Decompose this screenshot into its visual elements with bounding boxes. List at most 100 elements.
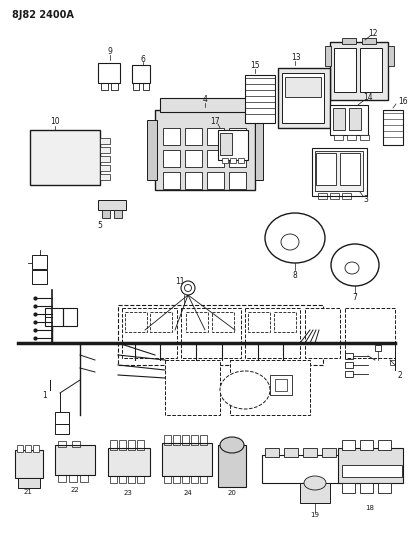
Text: 22: 22 — [71, 487, 80, 493]
Bar — [173, 476, 180, 483]
Bar — [17, 445, 23, 452]
Bar — [341, 448, 355, 457]
Bar — [238, 158, 244, 163]
Bar — [118, 305, 323, 365]
Bar — [207, 150, 224, 167]
Bar — [255, 120, 263, 180]
Bar — [300, 483, 330, 503]
Bar — [98, 200, 126, 210]
Bar — [303, 448, 317, 457]
Ellipse shape — [345, 262, 359, 274]
Bar — [230, 360, 310, 415]
Bar — [362, 38, 376, 44]
Bar — [347, 135, 356, 140]
Bar — [285, 77, 321, 97]
Bar — [218, 130, 248, 160]
Bar — [191, 435, 198, 445]
Bar — [383, 110, 403, 145]
Bar — [330, 193, 339, 199]
Bar — [63, 308, 77, 326]
Ellipse shape — [220, 437, 244, 453]
Bar — [119, 476, 126, 483]
Text: 17: 17 — [210, 117, 220, 125]
Bar — [58, 441, 66, 447]
Text: 6: 6 — [141, 54, 145, 63]
Bar — [100, 174, 110, 180]
Bar — [274, 312, 296, 332]
Bar — [378, 483, 391, 493]
Bar — [128, 440, 135, 450]
Bar — [32, 270, 47, 284]
Bar — [191, 476, 198, 483]
Bar — [122, 308, 177, 358]
Bar — [163, 172, 180, 189]
Bar — [282, 73, 324, 123]
Bar — [108, 448, 150, 476]
Bar — [284, 448, 298, 457]
Text: 5: 5 — [98, 221, 102, 230]
Bar — [100, 147, 110, 153]
Bar — [165, 360, 220, 415]
Bar — [262, 455, 372, 483]
Bar — [342, 483, 355, 493]
Ellipse shape — [281, 234, 299, 250]
Bar — [220, 133, 232, 155]
Bar — [212, 312, 234, 332]
Text: 24: 24 — [184, 490, 193, 496]
Bar — [207, 128, 224, 145]
Bar — [72, 441, 80, 447]
Bar — [342, 193, 351, 199]
Bar — [100, 165, 110, 171]
Bar — [334, 48, 356, 92]
Text: 4: 4 — [202, 95, 207, 104]
Bar — [143, 83, 149, 90]
Text: 18: 18 — [366, 505, 375, 511]
Bar — [30, 130, 100, 185]
Bar — [345, 308, 395, 358]
Text: 20: 20 — [228, 490, 237, 496]
Bar — [18, 478, 40, 488]
Bar — [182, 435, 189, 445]
Bar — [119, 440, 126, 450]
Bar — [102, 210, 110, 218]
Bar — [278, 68, 330, 128]
Text: 10: 10 — [50, 117, 60, 126]
Text: 3: 3 — [364, 195, 368, 204]
Bar — [137, 440, 144, 450]
Bar — [330, 105, 368, 135]
Bar — [360, 483, 373, 493]
Bar — [147, 120, 157, 180]
Bar — [80, 475, 88, 482]
Ellipse shape — [181, 281, 195, 295]
Bar — [340, 153, 360, 185]
Bar — [338, 448, 403, 483]
Bar — [114, 210, 122, 218]
Bar — [58, 475, 66, 482]
Bar — [345, 371, 353, 377]
Bar — [378, 440, 391, 450]
Bar — [128, 476, 135, 483]
Text: 8J82 2400A: 8J82 2400A — [12, 10, 74, 20]
Bar — [342, 38, 356, 44]
Bar — [322, 448, 336, 457]
Bar — [133, 83, 139, 90]
Bar — [125, 312, 147, 332]
Bar — [45, 308, 63, 326]
Bar — [163, 150, 180, 167]
Text: 9: 9 — [108, 47, 113, 56]
Bar — [98, 63, 120, 83]
Bar — [55, 412, 69, 424]
Bar — [137, 476, 144, 483]
Bar — [229, 172, 246, 189]
Bar — [164, 476, 171, 483]
Text: 23: 23 — [124, 490, 133, 496]
Bar — [275, 379, 287, 391]
Text: 8: 8 — [293, 271, 297, 279]
Text: 1: 1 — [42, 391, 47, 400]
Bar — [132, 65, 150, 83]
Bar — [69, 475, 77, 482]
Bar — [316, 153, 336, 185]
Bar — [218, 445, 246, 487]
Bar — [245, 308, 300, 358]
Bar — [312, 148, 367, 196]
